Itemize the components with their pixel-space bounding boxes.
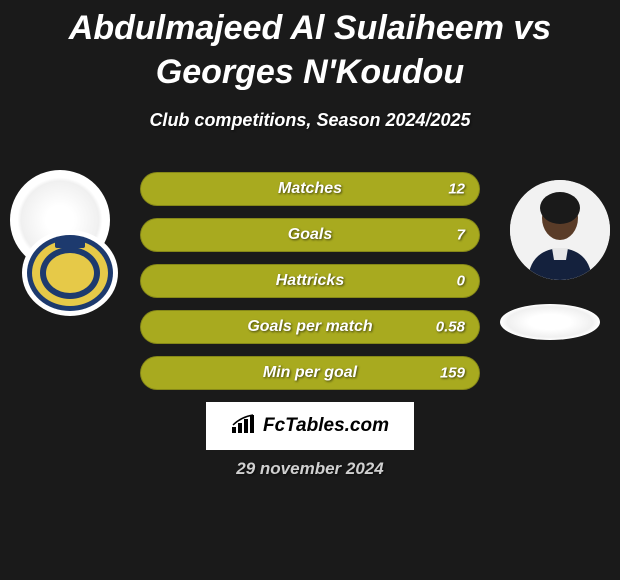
fctables-badge: FcTables.com bbox=[206, 402, 414, 450]
club-logo-right bbox=[500, 304, 600, 340]
stat-label: Goals per match bbox=[247, 318, 372, 336]
stat-value: 12 bbox=[448, 181, 465, 198]
player-photo-right bbox=[510, 180, 610, 280]
page-title: Abdulmajeed Al Sulaiheem vs Georges N'Ko… bbox=[0, 0, 620, 94]
bar-chart-icon bbox=[231, 413, 257, 440]
stat-pill-hattricks: Hattricks 0 bbox=[140, 264, 480, 298]
stat-pill-goals: Goals 7 bbox=[140, 218, 480, 252]
stat-pill-goals-per-match: Goals per match 0.58 bbox=[140, 310, 480, 344]
stat-pill-matches: Matches 12 bbox=[140, 172, 480, 206]
stat-label: Matches bbox=[278, 180, 342, 198]
stat-label: Min per goal bbox=[263, 364, 357, 382]
stat-rows: Matches 12 Goals 7 Hattricks 0 Goals per… bbox=[140, 172, 480, 402]
stat-pill-min-per-goal: Min per goal 159 bbox=[140, 356, 480, 390]
subtitle: Club competitions, Season 2024/2025 bbox=[0, 110, 620, 131]
fctables-text: FcTables.com bbox=[263, 415, 389, 437]
stat-value: 159 bbox=[440, 365, 465, 382]
stat-label: Goals bbox=[288, 226, 332, 244]
club-logo-left bbox=[20, 228, 120, 318]
stat-value: 0.58 bbox=[436, 319, 465, 336]
stat-value: 7 bbox=[457, 227, 465, 244]
stat-value: 0 bbox=[457, 273, 465, 290]
date: 29 november 2024 bbox=[0, 459, 620, 479]
stat-label: Hattricks bbox=[276, 272, 344, 290]
